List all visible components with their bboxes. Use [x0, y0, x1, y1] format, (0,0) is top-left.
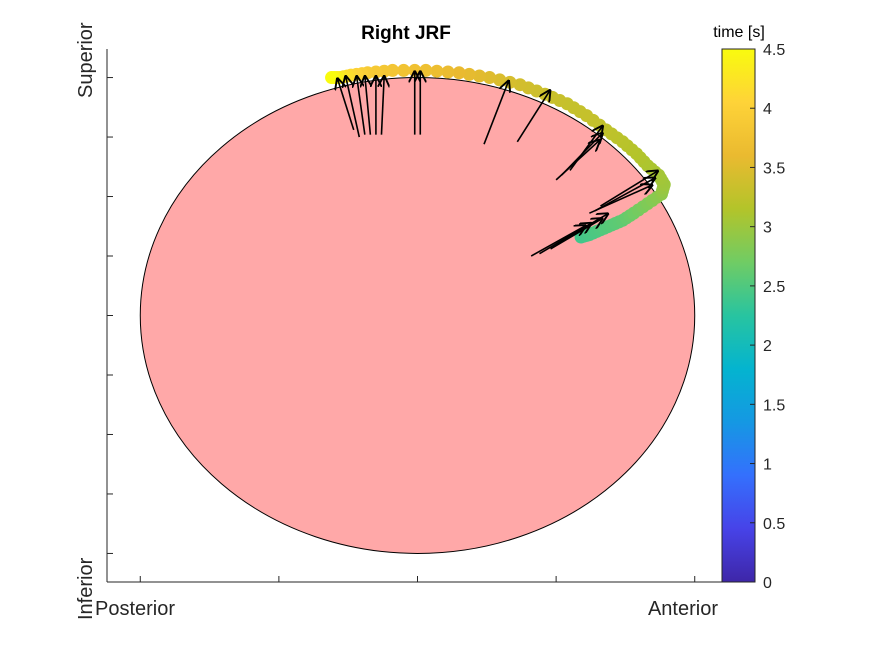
- scatter-point: [452, 66, 466, 80]
- scatter-point: [513, 78, 527, 92]
- force-arrow: [550, 218, 604, 250]
- colorbar-tick-label: 1: [763, 457, 772, 474]
- force-arrows: [337, 70, 659, 257]
- colorbar-tick-label: 4: [763, 101, 772, 118]
- force-arrow: [600, 170, 658, 207]
- y-label-inferior: Inferior: [75, 557, 97, 620]
- colorbar-tick-label: 0: [763, 575, 772, 592]
- colorbar-tick-label: 3: [763, 220, 772, 237]
- colorbar-label: time [s]: [713, 24, 765, 41]
- force-arrow: [365, 75, 371, 135]
- force-arrow: [357, 75, 366, 135]
- colorbar-tick-label: 4.5: [763, 42, 785, 59]
- colorbar-gradient: [721, 48, 756, 583]
- colorbar: 0 0.5 1 1.5 2 2.5 3 3.5 4 4.5 time [s]: [713, 24, 785, 592]
- joint-circle: [139, 77, 696, 554]
- force-arrow: [337, 78, 355, 131]
- force-arrow: [569, 125, 603, 171]
- colorbar-ticks: 0 0.5 1 1.5 2 2.5 3 3.5 4 4.5: [750, 42, 785, 592]
- scatter-point: [462, 67, 476, 81]
- chart-title: Right JRF: [361, 23, 451, 44]
- force-arrow: [483, 80, 509, 145]
- force-arrow: [530, 225, 586, 257]
- x-label-anterior: Anterior: [648, 598, 718, 620]
- scatter-point: [441, 65, 455, 79]
- colorbar-tick-label: 3.5: [763, 160, 785, 177]
- scatter-point: [325, 71, 339, 85]
- colorbar-tick-label: 0.5: [763, 516, 785, 533]
- scatter-point: [483, 71, 497, 85]
- force-arrow: [345, 75, 361, 138]
- force-arrow: [381, 75, 384, 135]
- force-arrow: [516, 89, 550, 143]
- force-arrow: [555, 213, 609, 245]
- plot-axes: [106, 49, 728, 583]
- y-ticks: [107, 77, 113, 554]
- scatter-point: [430, 64, 444, 78]
- scatter-point: [419, 63, 433, 77]
- x-label-posterior: Posterior: [95, 598, 175, 620]
- colorbar-tick-label: 2: [763, 338, 772, 355]
- colorbar-tick-label: 2.5: [763, 279, 785, 296]
- scatter-point: [472, 69, 486, 83]
- colorbar-tick-label: 1.5: [763, 397, 785, 414]
- force-arrow: [594, 177, 656, 212]
- scatter-point: [397, 63, 411, 77]
- x-ticks: [139, 576, 696, 582]
- y-label-superior: Superior: [75, 22, 97, 98]
